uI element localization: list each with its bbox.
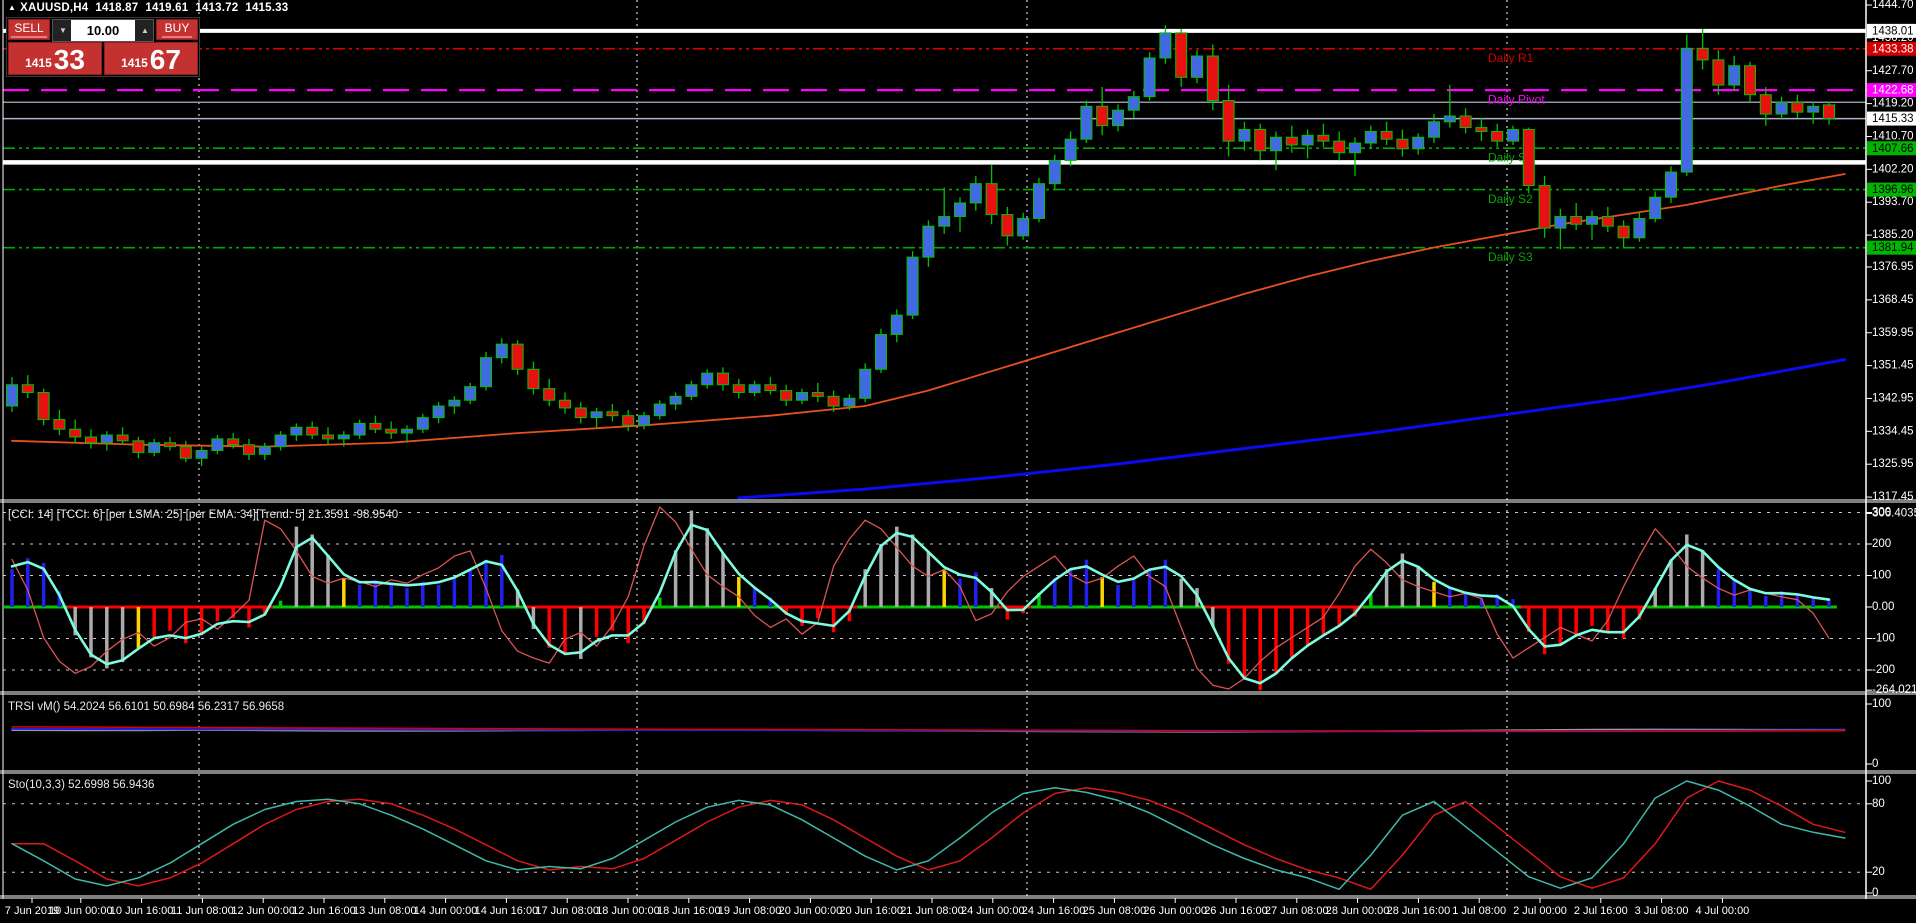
svg-text:1415.33: 1415.33 xyxy=(1872,113,1914,125)
sell-price-prefix: 1415 xyxy=(25,56,52,70)
svg-text:2 Jul 16:00: 2 Jul 16:00 xyxy=(1574,905,1628,917)
svg-text:21 Jun 08:00: 21 Jun 08:00 xyxy=(900,905,964,917)
svg-text:200: 200 xyxy=(1872,538,1891,550)
svg-text:1381.94: 1381.94 xyxy=(1872,242,1914,254)
svg-text:1407.66: 1407.66 xyxy=(1872,143,1914,155)
svg-text:3 Jul 08:00: 3 Jul 08:00 xyxy=(1635,905,1689,917)
svg-text:0.00: 0.00 xyxy=(1872,601,1894,613)
buy-button[interactable]: BUY xyxy=(156,19,198,40)
svg-text:12 Jun 00:00: 12 Jun 00:00 xyxy=(231,905,295,917)
svg-text:306.4035: 306.4035 xyxy=(1872,507,1916,519)
ohlc-close: 1415.33 xyxy=(245,2,289,14)
level-label: Daily Pivot xyxy=(1488,92,1545,106)
svg-text:28 Jun 16:00: 28 Jun 16:00 xyxy=(1387,905,1451,917)
sell-button[interactable]: SELL xyxy=(8,19,50,40)
symbol-info: ▲ XAUUSD,H4 1418.87 1419.61 1413.72 1415.33 xyxy=(8,2,295,14)
sto-indicator-header: Sto(10,3,3) 52.6998 56.9436 xyxy=(8,779,155,791)
svg-text:1427.70: 1427.70 xyxy=(1872,65,1914,77)
svg-text:1393.70: 1393.70 xyxy=(1872,196,1914,208)
lot-increase-button[interactable]: ▲ xyxy=(135,20,153,41)
svg-text:13 Jun 08:00: 13 Jun 08:00 xyxy=(353,905,417,917)
svg-text:0: 0 xyxy=(1872,887,1878,899)
lot-decrease-button[interactable]: ▼ xyxy=(53,20,71,41)
svg-text:4 Jul 00:00: 4 Jul 00:00 xyxy=(1695,905,1749,917)
svg-text:1402.20: 1402.20 xyxy=(1872,163,1914,175)
svg-text:24 Jun 16:00: 24 Jun 16:00 xyxy=(1022,905,1086,917)
svg-text:1396.96: 1396.96 xyxy=(1872,184,1914,196)
svg-text:12 Jun 16:00: 12 Jun 16:00 xyxy=(292,905,356,917)
buy-price-button[interactable]: 1415 67 xyxy=(104,42,198,75)
svg-text:7 Jun 2019: 7 Jun 2019 xyxy=(5,905,59,917)
svg-text:26 Jun 00:00: 26 Jun 00:00 xyxy=(1143,905,1207,917)
svg-text:100: 100 xyxy=(1872,698,1891,710)
svg-text:0: 0 xyxy=(1872,758,1878,770)
sell-price-big: 33 xyxy=(53,44,85,75)
svg-text:28 Jun 00:00: 28 Jun 00:00 xyxy=(1326,905,1390,917)
svg-text:18 Jun 16:00: 18 Jun 16:00 xyxy=(657,905,721,917)
level-label: Daily S1 xyxy=(1488,150,1533,164)
svg-text:17 Jun 08:00: 17 Jun 08:00 xyxy=(535,905,599,917)
svg-text:20 Jun 00:00: 20 Jun 00:00 xyxy=(779,905,843,917)
svg-text:14 Jun 16:00: 14 Jun 16:00 xyxy=(475,905,539,917)
svg-text:1342.95: 1342.95 xyxy=(1872,392,1914,404)
svg-text:1 Jul 08:00: 1 Jul 08:00 xyxy=(1452,905,1506,917)
svg-text:10 Jun 16:00: 10 Jun 16:00 xyxy=(110,905,174,917)
level-label: Daily S2 xyxy=(1488,192,1533,206)
svg-text:1410.70: 1410.70 xyxy=(1872,131,1914,143)
svg-text:14 Jun 00:00: 14 Jun 00:00 xyxy=(414,905,478,917)
svg-text:100: 100 xyxy=(1872,775,1891,787)
trsi-indicator-header: TRSI vM() 54.2024 56.6101 50.6984 56.231… xyxy=(8,701,285,713)
svg-text:24 Jun 00:00: 24 Jun 00:00 xyxy=(961,905,1025,917)
lot-size-stepper: ▼ ▲ xyxy=(52,19,154,42)
ohlc-open: 1418.87 xyxy=(95,2,139,14)
svg-text:300: 300 xyxy=(1872,507,1891,519)
svg-text:1359.95: 1359.95 xyxy=(1872,327,1914,339)
svg-text:20 Jun 16:00: 20 Jun 16:00 xyxy=(839,905,903,917)
svg-text:1444.70: 1444.70 xyxy=(1872,0,1914,11)
svg-text:1317.45: 1317.45 xyxy=(1872,491,1914,503)
svg-text:25 Jun 08:00: 25 Jun 08:00 xyxy=(1083,905,1147,917)
buy-price-big: 67 xyxy=(149,44,181,75)
svg-text:18 Jun 00:00: 18 Jun 00:00 xyxy=(596,905,660,917)
symbol-marker-icon: ▲ xyxy=(8,3,17,12)
svg-text:2 Jul 00:00: 2 Jul 00:00 xyxy=(1513,905,1567,917)
symbol-name: XAUUSD,H4 xyxy=(20,2,89,14)
ohlc-low: 1413.72 xyxy=(195,2,239,14)
svg-text:1334.45: 1334.45 xyxy=(1872,425,1914,437)
svg-text:1368.45: 1368.45 xyxy=(1872,294,1914,306)
svg-text:1433.38: 1433.38 xyxy=(1872,43,1914,55)
buy-price-prefix: 1415 xyxy=(121,56,148,70)
svg-text:1351.45: 1351.45 xyxy=(1872,360,1914,372)
svg-text:27 Jun 08:00: 27 Jun 08:00 xyxy=(1265,905,1329,917)
svg-text:-100: -100 xyxy=(1872,633,1895,645)
svg-text:1376.95: 1376.95 xyxy=(1872,261,1914,273)
svg-text:11 Jun 08:00: 11 Jun 08:00 xyxy=(171,905,234,917)
svg-text:-200: -200 xyxy=(1872,664,1895,676)
svg-text:80: 80 xyxy=(1872,798,1885,810)
svg-text:1325.95: 1325.95 xyxy=(1872,458,1914,470)
svg-text:10 Jun 00:00: 10 Jun 00:00 xyxy=(49,905,113,917)
svg-text:26 Jun 16:00: 26 Jun 16:00 xyxy=(1204,905,1268,917)
svg-text:1422.68: 1422.68 xyxy=(1872,85,1914,97)
svg-text:19 Jun 08:00: 19 Jun 08:00 xyxy=(718,905,782,917)
cci-indicator-header: [CCI: 14] [TCCI: 6] [per LSMA: 25] [per … xyxy=(8,509,399,521)
level-label: Daily S3 xyxy=(1488,250,1533,264)
lot-size-input[interactable] xyxy=(71,20,135,41)
svg-text:20: 20 xyxy=(1872,866,1885,878)
level-label: Daily R1 xyxy=(1488,51,1534,65)
sell-price-button[interactable]: 1415 33 xyxy=(8,42,102,75)
svg-text:-264.021: -264.021 xyxy=(1872,684,1916,696)
svg-text:1385.20: 1385.20 xyxy=(1872,229,1914,241)
ohlc-high: 1419.61 xyxy=(145,2,189,14)
svg-text:100: 100 xyxy=(1872,570,1891,582)
svg-text:1438.01: 1438.01 xyxy=(1872,25,1914,37)
svg-text:1419.20: 1419.20 xyxy=(1872,98,1914,110)
